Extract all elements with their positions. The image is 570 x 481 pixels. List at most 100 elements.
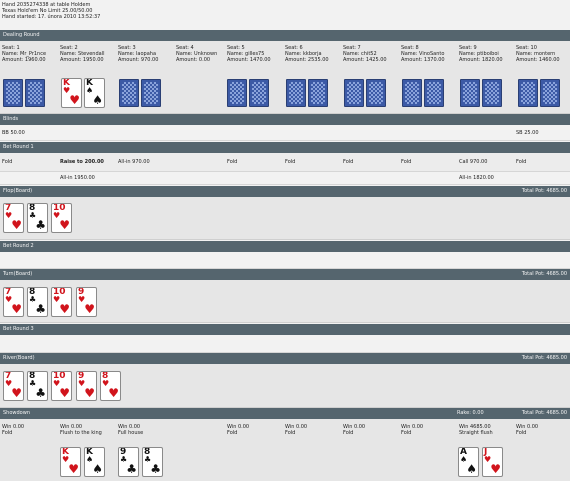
showdown-card: 8 ♣ ♣ bbox=[142, 447, 163, 477]
section-bet-round-2: Bet Round 2 bbox=[0, 241, 570, 252]
action: Fold bbox=[2, 159, 13, 165]
card-back-icon bbox=[141, 79, 161, 107]
action: Raise to 200.00 bbox=[60, 159, 104, 165]
action: All-in 970.00 bbox=[118, 159, 150, 165]
showdown-card: K ♠ ♠ bbox=[84, 447, 105, 477]
seat-5-info: Seat: 5 Name: gilles75 Amount: 1470.00 bbox=[227, 45, 271, 63]
section-title: Bet Round 1 bbox=[3, 144, 34, 150]
bet-round-1-actions-2: All-in 1950.00 All-in 1820.00 bbox=[0, 172, 570, 185]
dealt-card-1: K ♥ ♥ bbox=[61, 78, 82, 108]
section-river: River(Board) Total Pot: 4685.00 bbox=[0, 353, 570, 364]
card-back-icon bbox=[344, 79, 364, 107]
card-back-icon bbox=[119, 79, 139, 107]
bet-round-1-actions: Fold Raise to 200.00 All-in 970.00 Fold … bbox=[0, 153, 570, 172]
seat-6-info: Seat: 6 Name: kkborja Amount: 2535.00 bbox=[285, 45, 329, 63]
seat-4-info: Seat: 4 Name: Unknown Amount: 0.00 bbox=[176, 45, 218, 63]
board-card: 10 ♥ ♥ bbox=[51, 287, 72, 317]
card-back-icon bbox=[460, 79, 480, 107]
action: Fold bbox=[516, 159, 527, 165]
board-card: 9 ♥ ♥ bbox=[76, 287, 97, 317]
board-card: 8 ♣ ♣ bbox=[27, 371, 48, 401]
bet-round-3-actions bbox=[0, 335, 570, 353]
hand-started: Hand started: 17. února 2010 13:52:37 bbox=[2, 14, 101, 21]
hand-id: Hand 2035274338 at table Holdem bbox=[2, 2, 91, 8]
section-bet-round-1: Bet Round 1 bbox=[0, 142, 570, 153]
action: Fold bbox=[285, 159, 296, 165]
seat-9-info: Seat: 9 Name: ptiboiboi Amount: 1820.00 bbox=[459, 45, 503, 63]
board-card: 7 ♥ ♥ bbox=[3, 287, 24, 317]
board-card: 10 ♥ ♥ bbox=[51, 203, 72, 233]
board-card: 8 ♣ ♣ bbox=[27, 287, 48, 317]
rake: Rake: 0.00 bbox=[457, 410, 484, 416]
card-back-icon bbox=[249, 79, 269, 107]
action: All-in 1950.00 bbox=[60, 175, 95, 181]
seat-1-info: Seat: 1 Name: Mr_Pr1nce Amount: 1960.00 bbox=[2, 45, 47, 63]
showdown-area: Win 0.00 Fold Win 0.00 Flush to the king W… bbox=[0, 419, 570, 481]
action: Fold bbox=[343, 159, 354, 165]
action: All-in 1820.00 bbox=[459, 175, 494, 181]
card-back-icon bbox=[518, 79, 538, 107]
card-back-icon bbox=[286, 79, 306, 107]
seat-6-result: Win 0.00 Fold bbox=[285, 424, 308, 436]
seat-10-info: Seat: 10 Name: montern Amount: 1460.00 bbox=[516, 45, 560, 63]
total-pot: Total Pot: 4685.00 bbox=[521, 271, 567, 277]
seat-3-info: Seat: 3 Name: laopaha Amount: 970.00 bbox=[118, 45, 159, 63]
seat-3-result: Win 0.00 Full house bbox=[118, 424, 144, 436]
action: Fold bbox=[401, 159, 412, 165]
total-pot: Total Pot: 4685.00 bbox=[521, 355, 567, 361]
flop-board: 7 ♥ ♥ 8 ♣ ♣ 10 ♥ ♥ bbox=[0, 197, 570, 240]
showdown-card: J ♥ ♥ bbox=[482, 447, 503, 477]
small-blind: SB 25.00 bbox=[516, 130, 539, 136]
card-back-icon bbox=[227, 79, 247, 107]
seat-7-info: Seat: 7 Name: chit52 Amount: 1425.00 bbox=[343, 45, 387, 63]
showdown-card: A ♠ ♠ bbox=[458, 447, 479, 477]
board-card: 10 ♥ ♥ bbox=[51, 371, 72, 401]
section-title: River(Board) bbox=[3, 355, 35, 361]
section-title: Flop(Board) bbox=[3, 188, 33, 194]
total-pot: Total Pot: 4685.00 bbox=[521, 410, 567, 416]
board-card: 7 ♥ ♥ bbox=[3, 203, 24, 233]
seat-2-result: Win 0.00 Flush to the king bbox=[60, 424, 102, 436]
section-bet-round-3: Bet Round 3 bbox=[0, 324, 570, 335]
dealt-card-2: K ♠ ♠ bbox=[84, 78, 105, 108]
card-back-icon bbox=[366, 79, 386, 107]
card-back-icon bbox=[482, 79, 502, 107]
board-card: 8 ♥ ♥ bbox=[100, 371, 121, 401]
section-title: Bet Round 2 bbox=[3, 243, 34, 249]
section-dealing-round: Dealing Round bbox=[0, 30, 570, 41]
seat-9-result: Win 4685.00 Straight flush bbox=[459, 424, 493, 436]
showdown-card: K ♥ ♥ bbox=[60, 447, 81, 477]
section-title: Turn(Board) bbox=[3, 271, 33, 277]
board-card: 8 ♣ ♣ bbox=[27, 203, 48, 233]
section-flop: Flop(Board) Total Pot: 4685.00 bbox=[0, 186, 570, 197]
showdown-card: 9 ♣ ♣ bbox=[118, 447, 139, 477]
seat-5-result: Win 0.00 Fold bbox=[227, 424, 250, 436]
section-title: Blinds bbox=[3, 116, 19, 122]
card-back-icon bbox=[3, 79, 23, 107]
seat-1-result: Win 0.00 Fold bbox=[2, 424, 25, 436]
bet-round-2-actions bbox=[0, 252, 570, 269]
seat-10-result: Win 0.00 Fold bbox=[516, 424, 539, 436]
turn-board: 7 ♥ ♥ 8 ♣ ♣ 10 ♥ ♥ 9 ♥ ♥ bbox=[0, 280, 570, 323]
game-type: Texas Hold'em No Limit 25.00/50.00 bbox=[2, 8, 93, 15]
action: Fold bbox=[227, 159, 238, 165]
total-pot: Total Pot: 4685.00 bbox=[521, 188, 567, 194]
section-title: Bet Round 3 bbox=[3, 326, 34, 332]
big-blind: BB 50.00 bbox=[2, 130, 25, 136]
seat-2-info: Seat: 2 Name: Stevendall Amount: 1950.00 bbox=[60, 45, 105, 63]
card-back-icon bbox=[25, 79, 45, 107]
section-showdown: Showdown Rake: 0.00 Total Pot: 4685.00 bbox=[0, 408, 570, 419]
seat-8-info: Seat: 8 Name: VinoSanto Amount: 1370.00 bbox=[401, 45, 445, 63]
section-title: Dealing Round bbox=[3, 32, 40, 38]
board-card: 9 ♥ ♥ bbox=[76, 371, 97, 401]
seat-8-result: Win 0.00 Fold bbox=[401, 424, 424, 436]
river-board: 7 ♥ ♥ 8 ♣ ♣ 10 ♥ ♥ 9 ♥ ♥ 8 ♥ ♥ bbox=[0, 364, 570, 408]
card-back-icon bbox=[402, 79, 422, 107]
section-turn: Turn(Board) Total Pot: 4685.00 bbox=[0, 269, 570, 280]
board-card: 7 ♥ ♥ bbox=[3, 371, 24, 401]
hand-header: Hand 2035274338 at table Holdem Texas Ho… bbox=[2, 2, 100, 21]
card-back-icon bbox=[308, 79, 328, 107]
seat-7-result: Win 0.00 Fold bbox=[343, 424, 366, 436]
card-back-icon bbox=[540, 79, 560, 107]
dealing-area: Seat: 1 Name: Mr_Pr1nce Amount: 1960.00 Se… bbox=[0, 41, 570, 114]
